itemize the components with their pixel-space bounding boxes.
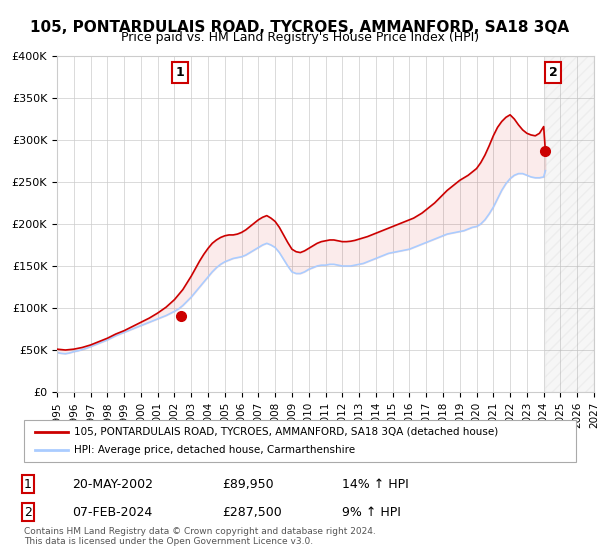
Text: Price paid vs. HM Land Registry's House Price Index (HPI): Price paid vs. HM Land Registry's House … <box>121 31 479 44</box>
FancyBboxPatch shape <box>24 420 576 462</box>
Text: 1: 1 <box>24 478 32 491</box>
Text: HPI: Average price, detached house, Carmarthenshire: HPI: Average price, detached house, Carm… <box>74 445 355 455</box>
Text: 20-MAY-2002: 20-MAY-2002 <box>72 478 153 491</box>
Text: 9% ↑ HPI: 9% ↑ HPI <box>342 506 401 519</box>
Bar <box>545 56 594 392</box>
Text: 105, PONTARDULAIS ROAD, TYCROES, AMMANFORD, SA18 3QA: 105, PONTARDULAIS ROAD, TYCROES, AMMANFO… <box>31 20 569 35</box>
Text: 1: 1 <box>176 66 185 79</box>
Text: 14% ↑ HPI: 14% ↑ HPI <box>342 478 409 491</box>
Text: 105, PONTARDULAIS ROAD, TYCROES, AMMANFORD, SA18 3QA (detached house): 105, PONTARDULAIS ROAD, TYCROES, AMMANFO… <box>74 427 498 437</box>
Text: 2: 2 <box>548 66 557 79</box>
Text: 2: 2 <box>24 506 32 519</box>
Text: Contains HM Land Registry data © Crown copyright and database right 2024.
This d: Contains HM Land Registry data © Crown c… <box>24 526 376 546</box>
Text: £89,950: £89,950 <box>222 478 274 491</box>
Text: 07-FEB-2024: 07-FEB-2024 <box>72 506 152 519</box>
Text: £287,500: £287,500 <box>222 506 282 519</box>
